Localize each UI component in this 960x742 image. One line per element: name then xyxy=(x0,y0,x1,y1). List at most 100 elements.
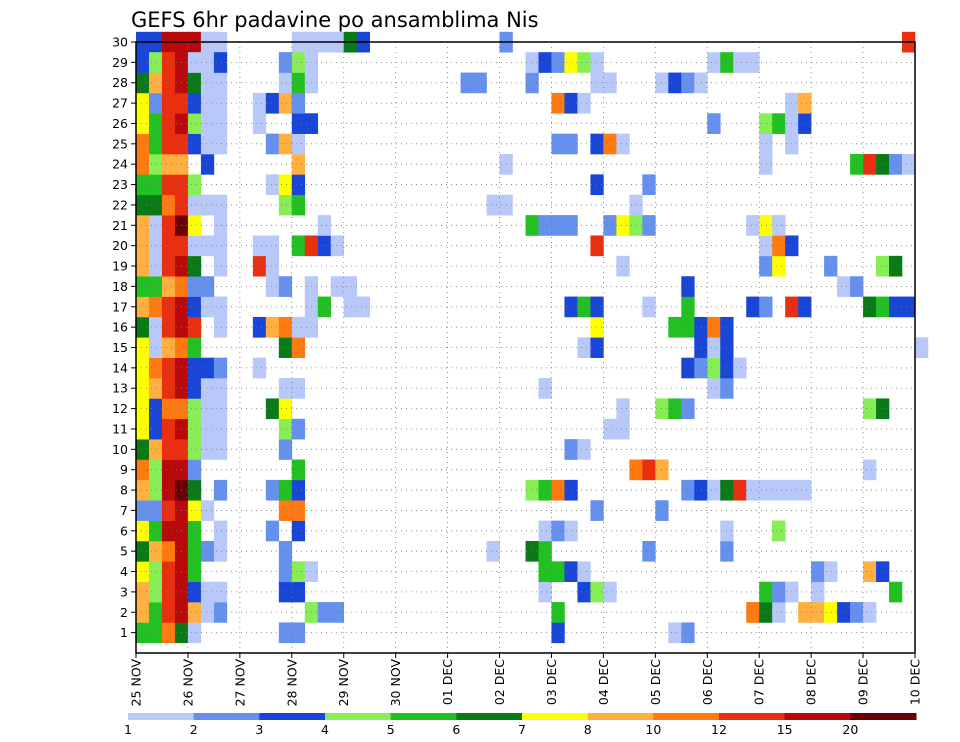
heatmap-cell xyxy=(577,439,591,460)
x-tick-label: 27 NOV xyxy=(232,659,247,707)
heatmap-cell xyxy=(603,72,617,94)
heatmap-cell xyxy=(136,418,150,440)
grid-lines xyxy=(136,42,915,653)
heatmap-cell xyxy=(187,337,202,358)
heatmap-cell xyxy=(187,133,202,155)
heatmap-cell xyxy=(200,72,215,94)
heatmap-cell xyxy=(798,602,812,623)
heatmap-cell xyxy=(213,439,228,460)
heatmap-cell xyxy=(291,459,306,481)
heatmap-cell xyxy=(200,540,215,562)
heatmap-cell xyxy=(616,133,630,155)
heatmap-cell xyxy=(252,113,267,134)
y-tick-label: 1 xyxy=(120,625,128,640)
heatmap-cell xyxy=(161,52,176,73)
heatmap-cell xyxy=(317,602,332,623)
heatmap-cell xyxy=(486,194,500,216)
heatmap-cell xyxy=(252,316,267,338)
heatmap-cell xyxy=(265,520,280,542)
heatmap-cell xyxy=(278,500,293,521)
heatmap-cell xyxy=(161,602,176,623)
heatmap-cell xyxy=(161,215,176,236)
heatmap-cell xyxy=(824,255,838,277)
colorbar-swatch xyxy=(850,713,917,720)
heatmap-cell xyxy=(616,398,630,420)
heatmap-cell xyxy=(798,479,812,501)
heatmap-cell xyxy=(837,276,851,297)
heatmap-cell xyxy=(759,296,773,318)
colorbar-swatch xyxy=(456,713,523,720)
heatmap-cell xyxy=(291,337,306,358)
heatmap-cell xyxy=(694,72,708,94)
x-tick-label: 08 DEC xyxy=(804,659,819,705)
heatmap-cell xyxy=(642,296,656,318)
heatmap-cell xyxy=(603,581,617,603)
heatmap-cell xyxy=(577,561,591,583)
heatmap-cell xyxy=(187,540,202,562)
heatmap-cell xyxy=(616,215,630,236)
heatmap-cell xyxy=(772,581,786,603)
heatmap-cell xyxy=(136,154,150,175)
heatmap-cell xyxy=(278,439,293,460)
heatmap-cell xyxy=(148,561,163,583)
heatmap-cell xyxy=(187,235,202,257)
x-tick-label: 29 NOV xyxy=(336,659,351,707)
x-tick-label: 30 NOV xyxy=(388,659,403,707)
heatmap-cell xyxy=(291,622,306,644)
heatmap-cell xyxy=(603,418,617,440)
heatmap-cell xyxy=(161,235,176,257)
heatmap-cell xyxy=(668,398,682,420)
heatmap-cell xyxy=(265,479,280,501)
heatmap-cell xyxy=(161,296,176,318)
heatmap-cell xyxy=(136,479,150,501)
heatmap-cell xyxy=(213,378,228,399)
heatmap-cell xyxy=(278,378,293,399)
heatmap-cells xyxy=(136,31,929,644)
heatmap-cell xyxy=(148,276,163,297)
heatmap-cell xyxy=(707,479,721,501)
heatmap-cell xyxy=(148,602,163,623)
heatmap-cell xyxy=(148,581,163,603)
y-tick-label: 5 xyxy=(120,544,128,559)
heatmap-cell xyxy=(642,174,656,196)
y-tick-label: 20 xyxy=(112,238,128,253)
heatmap-cell xyxy=(200,439,215,460)
heatmap-cell xyxy=(278,52,293,73)
heatmap-cell xyxy=(136,72,150,94)
heatmap-cell xyxy=(551,92,565,114)
heatmap-cell xyxy=(265,92,280,114)
y-tick-label: 2 xyxy=(120,605,128,620)
heatmap-cell xyxy=(707,52,721,73)
heatmap-cell xyxy=(863,154,877,175)
heatmap-cell xyxy=(863,602,877,623)
heatmap-cell xyxy=(148,398,163,420)
heatmap-cell xyxy=(902,154,916,175)
y-tick-label: 30 xyxy=(112,35,128,50)
heatmap-cell xyxy=(863,398,877,420)
heatmap-cell xyxy=(733,52,747,73)
heatmap-cell xyxy=(148,235,163,257)
heatmap-cell xyxy=(291,174,306,196)
heatmap-cell xyxy=(265,235,280,257)
y-tick-label: 8 xyxy=(120,483,128,498)
heatmap-cell xyxy=(746,602,760,623)
heatmap-cell xyxy=(200,357,215,379)
heatmap-cell xyxy=(772,113,786,134)
heatmap-cell xyxy=(733,479,747,501)
heatmap-cell xyxy=(291,378,306,399)
heatmap-cell xyxy=(136,194,150,216)
heatmap-cell xyxy=(889,581,903,603)
heatmap-cell xyxy=(213,194,228,216)
heatmap-cell xyxy=(538,215,552,236)
heatmap-cell xyxy=(148,92,163,114)
heatmap-cell xyxy=(213,92,228,114)
heatmap-cell xyxy=(136,133,150,155)
heatmap-cell xyxy=(590,235,604,257)
heatmap-cell xyxy=(148,500,163,521)
heatmap-cell xyxy=(772,602,786,623)
heatmap-cell xyxy=(200,418,215,440)
heatmap-cell xyxy=(681,622,695,644)
heatmap-cell xyxy=(187,561,202,583)
heatmap-cell xyxy=(213,316,228,338)
heatmap-cell xyxy=(291,316,306,338)
